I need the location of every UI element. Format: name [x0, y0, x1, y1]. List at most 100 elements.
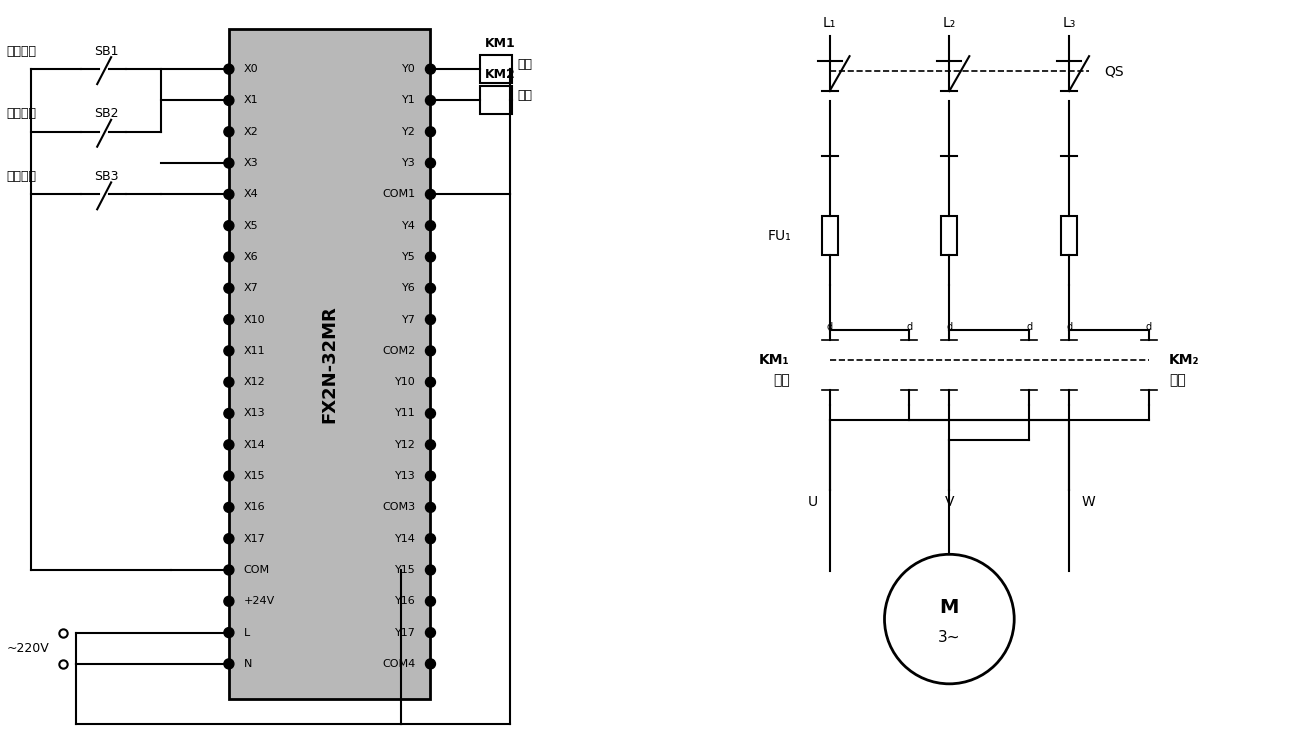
Text: 反转: 反转: [518, 89, 532, 102]
Text: X11: X11: [244, 346, 266, 356]
Text: ~220V: ~220V: [6, 642, 49, 655]
Bar: [228, 29, 431, 698]
Text: Y5: Y5: [402, 252, 415, 262]
Text: X16: X16: [244, 502, 266, 513]
Circle shape: [425, 565, 436, 575]
Circle shape: [224, 346, 233, 356]
Text: W: W: [1082, 495, 1095, 508]
Circle shape: [224, 409, 233, 418]
Circle shape: [224, 440, 233, 450]
Circle shape: [224, 127, 233, 137]
Text: 反转按钮: 反转按钮: [6, 107, 36, 120]
Text: X1: X1: [244, 95, 258, 106]
Text: Y2: Y2: [402, 127, 415, 137]
Circle shape: [224, 597, 233, 606]
Text: Y15: Y15: [394, 565, 415, 575]
Circle shape: [224, 377, 233, 387]
Circle shape: [425, 440, 436, 450]
Text: M: M: [939, 597, 958, 617]
Text: SB3: SB3: [95, 170, 119, 183]
Circle shape: [425, 597, 436, 606]
Text: KM₁: KM₁: [759, 353, 790, 367]
Text: X0: X0: [244, 64, 258, 74]
Text: X12: X12: [244, 377, 266, 387]
Circle shape: [224, 95, 233, 106]
Text: 正转: 正转: [773, 373, 790, 387]
Text: X7: X7: [244, 283, 258, 293]
Text: Y10: Y10: [394, 377, 415, 387]
Text: Y14: Y14: [394, 533, 415, 544]
Text: FU₁: FU₁: [768, 229, 791, 242]
Text: d: d: [826, 322, 833, 332]
Circle shape: [425, 64, 436, 74]
Text: X10: X10: [244, 314, 266, 325]
Text: COM2: COM2: [383, 346, 415, 356]
Circle shape: [425, 628, 436, 637]
Text: N: N: [244, 659, 252, 669]
Bar: [1061, 215, 1077, 256]
Text: QS: QS: [1104, 64, 1123, 78]
Text: d: d: [907, 322, 913, 332]
Text: Y1: Y1: [402, 95, 415, 106]
Text: SB1: SB1: [95, 45, 119, 58]
Circle shape: [425, 502, 436, 513]
Text: KM2: KM2: [485, 68, 516, 81]
Text: 正转按钮: 正转按钮: [6, 45, 36, 58]
Circle shape: [425, 221, 436, 230]
Text: X15: X15: [244, 471, 266, 481]
Circle shape: [224, 252, 233, 262]
Text: L₃: L₃: [1062, 16, 1075, 30]
Text: X6: X6: [244, 252, 258, 262]
Bar: [821, 215, 838, 256]
Text: X14: X14: [244, 440, 266, 450]
Text: SB2: SB2: [95, 107, 119, 120]
Text: Y3: Y3: [402, 158, 415, 168]
Text: d: d: [1145, 322, 1152, 332]
Text: Y4: Y4: [402, 221, 415, 230]
Circle shape: [425, 377, 436, 387]
Circle shape: [425, 471, 436, 481]
Text: L₁: L₁: [822, 16, 837, 30]
Text: Y7: Y7: [402, 314, 415, 325]
Circle shape: [425, 346, 436, 356]
Text: +24V: +24V: [244, 597, 275, 606]
Text: 停转按钮: 停转按钮: [6, 170, 36, 183]
Text: 反转: 反转: [1169, 373, 1185, 387]
Circle shape: [425, 283, 436, 293]
Bar: [480, 86, 512, 114]
Text: 3~: 3~: [938, 629, 961, 644]
Text: COM4: COM4: [383, 659, 415, 669]
Circle shape: [224, 565, 233, 575]
Circle shape: [224, 659, 233, 669]
Circle shape: [425, 533, 436, 544]
Text: d: d: [1026, 322, 1032, 332]
Text: Y6: Y6: [402, 283, 415, 293]
Text: Y12: Y12: [394, 440, 415, 450]
Circle shape: [224, 314, 233, 325]
Text: Y17: Y17: [394, 628, 415, 637]
Circle shape: [425, 659, 436, 669]
Text: COM: COM: [244, 565, 270, 575]
Text: X4: X4: [244, 189, 258, 199]
Circle shape: [224, 471, 233, 481]
Text: V: V: [944, 495, 955, 508]
Text: Y0: Y0: [402, 64, 415, 74]
Text: d: d: [1066, 322, 1073, 332]
Text: L₂: L₂: [943, 16, 956, 30]
Circle shape: [224, 533, 233, 544]
Circle shape: [224, 189, 233, 199]
Circle shape: [885, 554, 1014, 684]
Circle shape: [224, 628, 233, 637]
Circle shape: [425, 314, 436, 325]
Circle shape: [224, 283, 233, 293]
Text: COM3: COM3: [383, 502, 415, 513]
Text: KM1: KM1: [485, 36, 516, 50]
Text: X13: X13: [244, 409, 266, 418]
Bar: [480, 55, 512, 83]
Circle shape: [224, 221, 233, 230]
Circle shape: [224, 502, 233, 513]
Circle shape: [224, 158, 233, 168]
Text: X2: X2: [244, 127, 258, 137]
Text: FX2N-32MR: FX2N-32MR: [320, 305, 339, 423]
Text: L: L: [244, 628, 250, 637]
